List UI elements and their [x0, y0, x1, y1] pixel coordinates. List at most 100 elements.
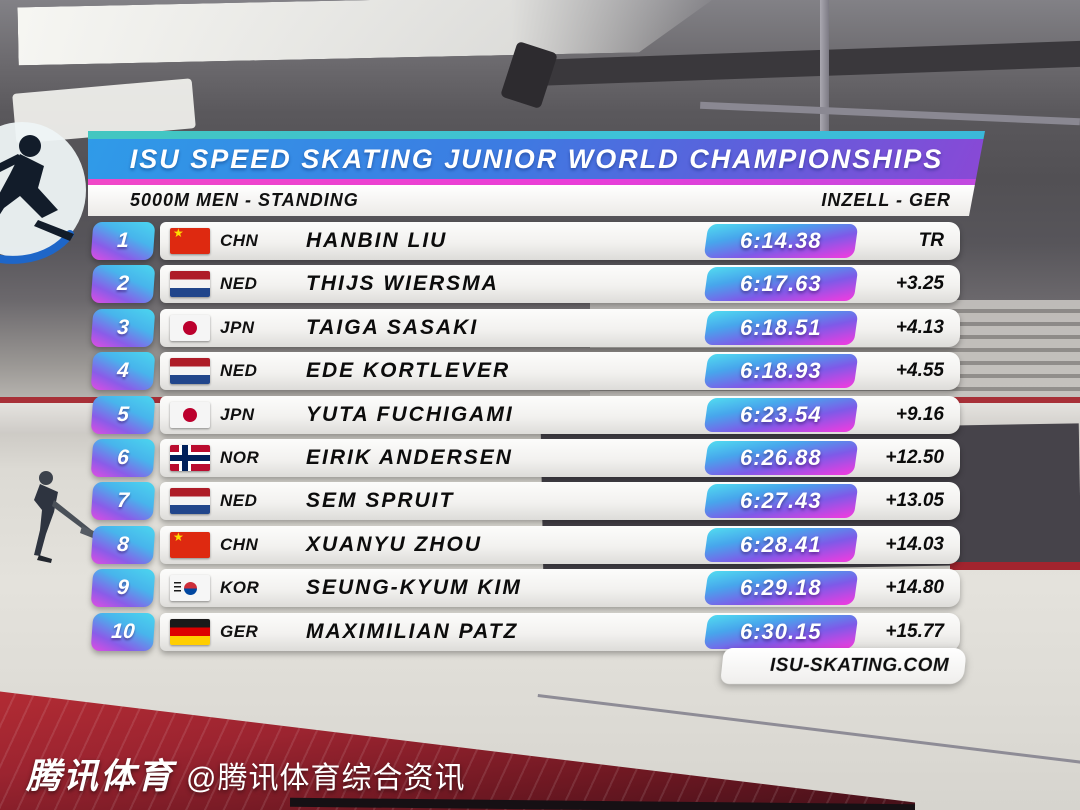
championship-title: ISU SPEED SKATING JUNIOR WORLD CHAMPIONS… [88, 139, 985, 179]
gap-value: +4.55 [895, 360, 944, 382]
flag-icon [170, 271, 210, 298]
country-code: JPN [220, 317, 255, 337]
table-row: 2 NED THIJS WIERSMA 6:17.63 +3.25 [90, 265, 960, 304]
table-row: 4 NED EDE KORTLEVER 6:18.93 +4.55 [90, 352, 960, 391]
event-subbar: 5000M MEN - STANDING INZELL - GER [88, 185, 985, 216]
flag-icon [170, 228, 210, 254]
rank-badge: 6 [90, 438, 156, 477]
table-row: 9 KOR SEUNG-KYUM KIM 6:29.18 +14.80 [90, 569, 960, 608]
country-code: KOR [220, 578, 260, 598]
row-bar: CHN XUANYU ZHOU 6:28.41 +14.03 [160, 525, 960, 564]
rink-board-line [950, 562, 1080, 570]
table-row: 3 JPN TAIGA SASAKI 6:18.51 +4.13 [90, 308, 960, 347]
athlete-name: TAIGA SASAKI [306, 315, 479, 339]
row-bar: JPN YUTA FUCHIGAMI 6:23.54 +9.16 [160, 395, 960, 434]
time-value: 6:26.88 [740, 444, 822, 470]
athlete-name: EIRIK ANDERSEN [306, 445, 513, 469]
ceiling-beam [539, 40, 1080, 86]
row-bar: KOR SEUNG-KYUM KIM 6:29.18 +14.80 [160, 569, 960, 608]
time-value: 6:27.43 [740, 488, 822, 514]
athlete-name: MAXIMILIAN PATZ [306, 619, 519, 643]
time-pill: 6:26.88 [703, 440, 859, 475]
flag-icon [170, 575, 210, 602]
table-row: 8 CHN XUANYU ZHOU 6:28.41 +14.03 [90, 525, 960, 564]
time-value: 6:14.38 [740, 228, 822, 253]
gap-value: +3.25 [895, 273, 944, 295]
country-code: NED [220, 274, 258, 294]
rank-badge: 1 [90, 222, 156, 260]
gap-value: +4.13 [895, 316, 944, 338]
gap-value: +14.03 [885, 533, 944, 555]
gap-value: +9.16 [895, 403, 944, 425]
gap-value: +15.77 [885, 620, 944, 642]
time-pill: 6:28.41 [703, 527, 859, 562]
ceiling-light-panel [17, 0, 723, 65]
flag-icon [170, 358, 210, 385]
gap-value: TR [918, 230, 944, 251]
header-top-stripe [88, 131, 985, 139]
athlete-name: THIJS WIERSMA [306, 272, 499, 296]
gap-value: +13.05 [885, 490, 944, 512]
rank-badge: 7 [90, 482, 156, 521]
crash-mat-edge [289, 797, 916, 810]
rank-badge: 4 [90, 352, 156, 391]
athlete-name: EDE KORTLEVER [306, 359, 511, 383]
athlete-name: XUANYU ZHOU [306, 532, 483, 556]
time-value: 6:28.41 [740, 531, 822, 557]
athlete-name: HANBIN LIU [306, 229, 448, 252]
table-row: 7 NED SEM SPRUIT 6:27.43 +13.05 [90, 482, 960, 521]
gap-value: +12.50 [885, 446, 944, 468]
row-bar: GER MAXIMILIAN PATZ 6:30.15 +15.77 [160, 612, 960, 651]
flag-icon [170, 488, 210, 515]
watermark: 腾讯体育 @腾讯体育综合资讯 [26, 748, 465, 799]
ceiling-pipe [700, 101, 1080, 126]
row-bar: NED SEM SPRUIT 6:27.43 +13.05 [160, 482, 960, 521]
scoreboard-header: ISU SPEED SKATING JUNIOR WORLD CHAMPIONS… [88, 131, 985, 216]
rank-badge: 10 [90, 612, 156, 651]
country-code: NOR [220, 447, 260, 467]
rank-badge: 9 [90, 569, 156, 608]
flag-icon [170, 444, 210, 471]
table-row: 6 NOR EIRIK ANDERSEN 6:26.88 +12.50 [90, 438, 960, 477]
time-value: 6:18.93 [740, 358, 822, 384]
flag-icon [170, 531, 210, 558]
event-name: 5000M MEN - STANDING [130, 190, 359, 210]
venue-name: INZELL - GER [821, 190, 951, 210]
athlete-name: SEM SPRUIT [306, 489, 455, 513]
table-row: 5 JPN YUTA FUCHIGAMI 6:23.54 +9.16 [90, 395, 960, 434]
rank-badge: 5 [90, 395, 156, 434]
flag-icon [170, 314, 210, 341]
time-pill: 6:29.18 [703, 571, 859, 606]
row-bar: JPN TAIGA SASAKI 6:18.51 +4.13 [160, 308, 960, 347]
time-pill: 6:14.38 [703, 224, 859, 258]
rank-badge: 3 [90, 308, 156, 347]
table-row: 1 CHN HANBIN LIU 6:14.38 TR [90, 222, 960, 260]
time-value: 6:17.63 [740, 271, 822, 297]
flag-icon [170, 401, 210, 428]
time-pill: 6:30.15 [703, 614, 859, 649]
row-bar: NOR EIRIK ANDERSEN 6:26.88 +12.50 [160, 438, 960, 477]
athlete-name: SEUNG-KYUM KIM [306, 576, 522, 600]
website-url: ISU-SKATING.COM [769, 655, 949, 676]
time-value: 6:18.51 [740, 314, 822, 340]
athlete-name: YUTA FUCHIGAMI [306, 402, 514, 426]
watermark-handle: @腾讯体育综合资讯 [186, 762, 466, 795]
ice-lane-line [537, 694, 1080, 768]
row-bar: NED EDE KORTLEVER 6:18.93 +4.55 [160, 352, 960, 391]
time-pill: 6:23.54 [703, 397, 859, 432]
time-pill: 6:27.43 [703, 484, 859, 519]
country-code: NED [220, 361, 258, 381]
ceiling-speaker [500, 40, 558, 110]
gap-value: +14.80 [885, 577, 944, 599]
country-code: CHN [220, 231, 259, 250]
header-accent-stripe [88, 179, 985, 185]
results-table: 1 CHN HANBIN LIU 6:14.38 TR 2 NED THIJS … [90, 222, 960, 656]
time-value: 6:29.18 [740, 575, 822, 601]
time-value: 6:30.15 [740, 618, 822, 644]
ceiling-pipe [820, 0, 829, 148]
table-row: 10 GER MAXIMILIAN PATZ 6:30.15 +15.77 [90, 612, 960, 651]
speed-skater-logo-icon [0, 122, 86, 264]
row-bar: NED THIJS WIERSMA 6:17.63 +3.25 [160, 265, 960, 304]
country-code: GER [220, 621, 259, 641]
